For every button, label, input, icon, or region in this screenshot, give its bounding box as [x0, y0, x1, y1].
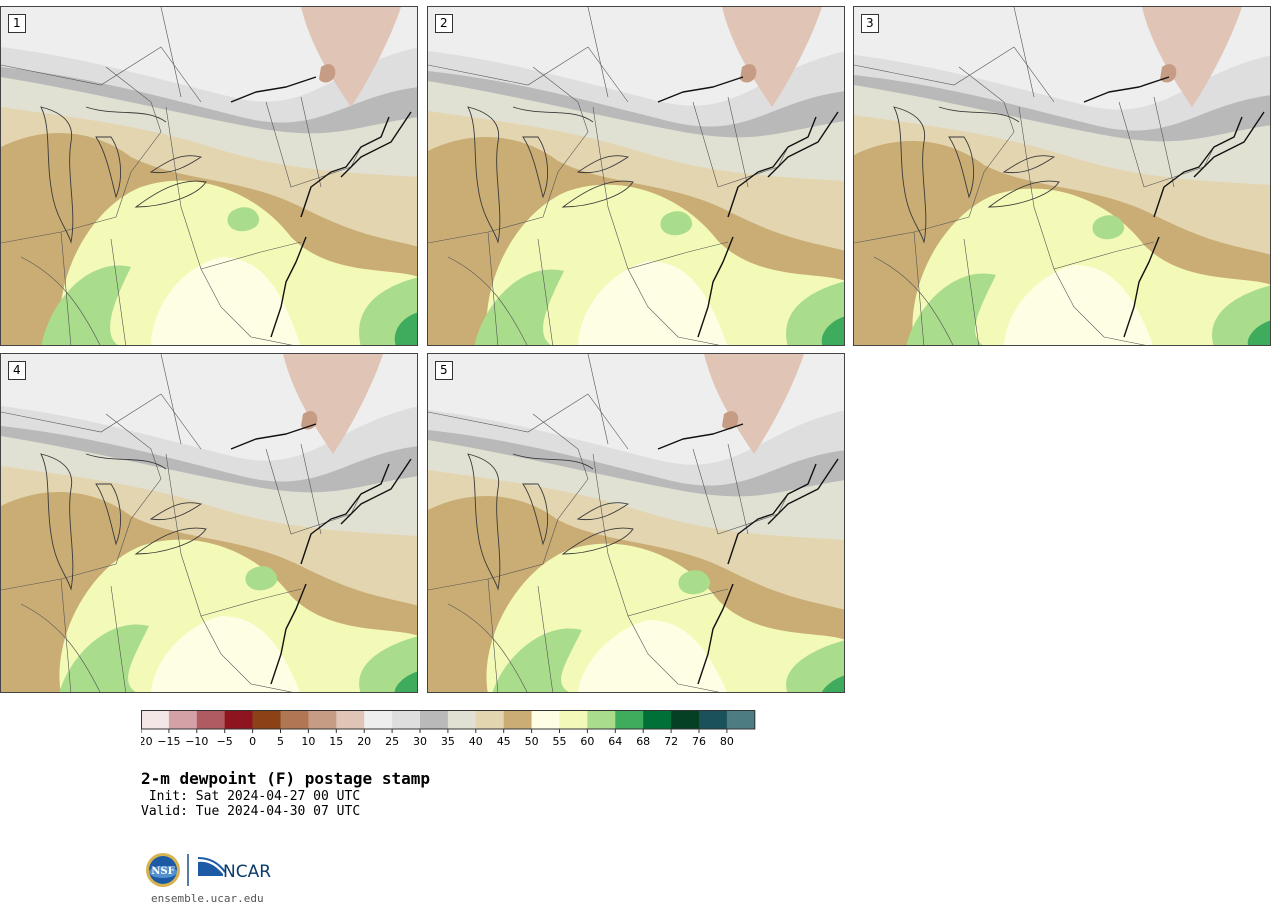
member-map-5: 5 — [427, 353, 845, 693]
colorbar-swatch — [141, 710, 170, 729]
dewpoint-map — [428, 7, 844, 345]
colorbar-swatch — [643, 710, 672, 729]
colorbar-swatch — [615, 710, 644, 729]
colorbar-tick-label: 15 — [329, 735, 343, 748]
ncar-logo-text: NCAR — [223, 862, 271, 882]
member-label: 5 — [435, 361, 453, 380]
colorbar-swatch — [420, 710, 449, 729]
nsf-logo-icon: NSF — [146, 853, 180, 887]
colorbar-swatch — [503, 710, 532, 729]
dewpoint-map — [1, 354, 417, 692]
colorbar-tick-label: 80 — [720, 735, 734, 748]
colorbar-tick-label: 45 — [497, 735, 511, 748]
colorbar-tick-label: 64 — [608, 735, 622, 748]
member-map-2: 2 — [427, 6, 845, 346]
dewpoint-map — [1, 7, 417, 345]
colorbar-tick-label: 25 — [385, 735, 399, 748]
colorbar-swatch — [726, 710, 756, 729]
colorbar-swatch — [336, 710, 365, 729]
colorbar-swatch — [252, 710, 281, 729]
member-label: 3 — [861, 14, 879, 33]
colorbar-swatch — [364, 710, 393, 729]
colorbar-swatch — [671, 710, 700, 729]
colorbar-swatch — [280, 710, 309, 729]
logo-block: NSF NCAR — [145, 850, 275, 894]
colorbar-tick-label: 30 — [413, 735, 427, 748]
site-url: ensemble.ucar.edu — [151, 892, 264, 905]
title-block: 2-m dewpoint (F) postage stamp Init: Sat… — [141, 769, 430, 819]
dewpoint-map — [854, 7, 1270, 345]
colorbar-tick-label: −10 — [185, 735, 208, 748]
colorbar-tick-label: 0 — [249, 735, 256, 748]
dewpoint-map — [428, 354, 844, 692]
colorbar-swatch — [196, 710, 225, 729]
colorbar-tick-label: 5 — [277, 735, 284, 748]
colorbar-swatch — [699, 710, 728, 729]
init-time: Init: Sat 2024-04-27 00 UTC — [141, 789, 361, 804]
colorbar-tick-label: 10 — [301, 735, 315, 748]
colorbar-tick-label: 68 — [636, 735, 650, 748]
member-label: 2 — [435, 14, 453, 33]
member-map-3: 3 — [853, 6, 1271, 346]
colorbar-tick-label: 20 — [357, 735, 371, 748]
colorbar-tick-label: 55 — [553, 735, 567, 748]
member-label: 1 — [8, 14, 26, 33]
colorbar-swatch — [168, 710, 198, 729]
colorbar-swatch — [531, 710, 560, 729]
valid-time: Valid: Tue 2024-04-30 07 UTC — [141, 804, 361, 819]
colorbar-tick-label: 40 — [469, 735, 483, 748]
colorbar-tick-label: 50 — [525, 735, 539, 748]
colorbar-swatch — [224, 710, 253, 729]
colorbar-tick-label: 60 — [580, 735, 594, 748]
colorbar-tick-label: 76 — [692, 735, 706, 748]
colorbar-tick-label: −20 — [141, 735, 153, 748]
colorbar-tick-label: −15 — [157, 735, 180, 748]
ncar-logo-icon — [197, 857, 226, 876]
colorbar-tick-label: −5 — [217, 735, 233, 748]
member-map-4: 4 — [0, 353, 418, 693]
member-map-1: 1 — [0, 6, 418, 346]
colorbar-swatch — [447, 710, 477, 729]
colorbar-swatch — [392, 710, 421, 729]
colorbar-swatch — [559, 710, 588, 729]
colorbar-swatch — [308, 710, 337, 729]
colorbar-swatch — [587, 710, 616, 729]
colorbar-tick-label: 72 — [664, 735, 678, 748]
colorbar-tick-label: 35 — [441, 735, 455, 748]
plot-title: 2-m dewpoint (F) postage stamp — [141, 769, 430, 788]
nsf-ncar-logo: NSF NCAR — [146, 853, 271, 887]
colorbar: −20 −15 −10 −5 0 5 10 15 20 25 30 35 40 45 50 55 60 64 68 7… — [141, 710, 756, 748]
nsf-logo-text: NSF — [151, 866, 174, 877]
member-label: 4 — [8, 361, 26, 380]
colorbar-swatch — [475, 710, 504, 729]
